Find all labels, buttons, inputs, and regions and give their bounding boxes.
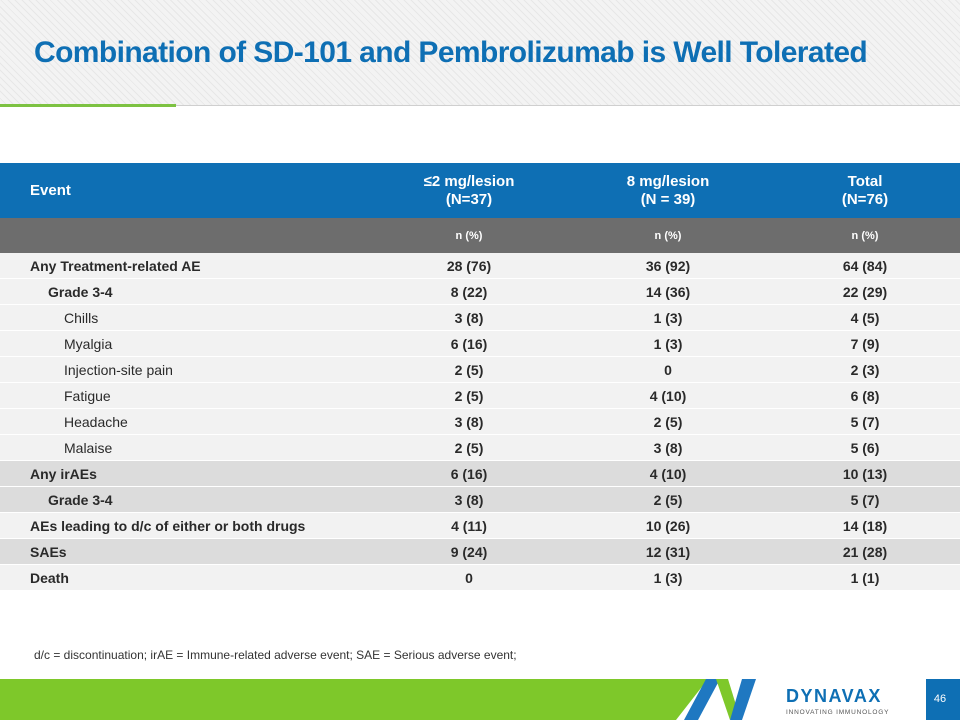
row-label: Grade 3-4 (0, 486, 372, 513)
row-label: Any irAEs (0, 460, 372, 487)
cell-value: 9 (24) (372, 538, 566, 565)
cell-value: 14 (18) (770, 512, 960, 539)
cell-value: 6 (8) (770, 382, 960, 409)
subheader-cell: n (%) (566, 218, 770, 253)
cell-value: 1 (3) (566, 330, 770, 357)
cell-value: 3 (8) (566, 434, 770, 461)
row-label: Malaise (0, 434, 372, 461)
cell-value: 64 (84) (770, 253, 960, 279)
cell-value: 6 (16) (372, 460, 566, 487)
cell-value: 5 (7) (770, 486, 960, 513)
cell-value: 22 (29) (770, 278, 960, 305)
table-row: Any irAEs 6 (16) 4 (10) 10 (13) (0, 460, 960, 487)
table-row: AEs leading to d/c of either or both dru… (0, 512, 960, 539)
column-header-total: Total (N=76) (770, 163, 960, 218)
row-label: SAEs (0, 538, 372, 565)
cell-value: 1 (1) (770, 564, 960, 591)
table-row: Myalgia 6 (16) 1 (3) 7 (9) (0, 330, 960, 357)
cell-value: 1 (3) (566, 564, 770, 591)
row-label: Chills (0, 304, 372, 331)
column-header-2mg: ≤2 mg/lesion (N=37) (372, 163, 566, 218)
table-row: Fatigue 2 (5) 4 (10) 6 (8) (0, 382, 960, 409)
title-divider-line (176, 105, 960, 106)
column-header-8mg: 8 mg/lesion (N = 39) (566, 163, 770, 218)
cell-value: 2 (5) (566, 408, 770, 435)
cell-value: 6 (16) (372, 330, 566, 357)
logo-wordmark: DYNAVAX (786, 686, 882, 706)
table-row: Headache 3 (8) 2 (5) 5 (7) (0, 408, 960, 435)
row-label: Myalgia (0, 330, 372, 357)
row-label: Death (0, 564, 372, 591)
cell-value: 12 (31) (566, 538, 770, 565)
cell-value: 2 (3) (770, 356, 960, 383)
cell-value: 7 (9) (770, 330, 960, 357)
slide-title: Combination of SD-101 and Pembrolizumab … (34, 36, 868, 69)
cell-value: 3 (8) (372, 408, 566, 435)
table-subheader-row: n (%) n (%) n (%) (0, 218, 960, 253)
row-label: AEs leading to d/c of either or both dru… (0, 512, 372, 539)
dynavax-logo: DYNAVAX INNOVATING IMMUNOLOGY (676, 679, 960, 720)
table-row: SAEs 9 (24) 12 (31) 21 (28) (0, 538, 960, 565)
cell-value: 0 (566, 356, 770, 383)
row-label: Headache (0, 408, 372, 435)
cell-value: 4 (10) (566, 460, 770, 487)
cell-value: 2 (5) (566, 486, 770, 513)
table-row: Any Treatment-related AE 28 (76) 36 (92)… (0, 253, 960, 279)
cell-value: 3 (8) (372, 486, 566, 513)
cell-value: 10 (13) (770, 460, 960, 487)
cell-value: 2 (5) (372, 382, 566, 409)
cell-value: 1 (3) (566, 304, 770, 331)
cell-value: 21 (28) (770, 538, 960, 565)
cell-value: 28 (76) (372, 253, 566, 279)
row-label: Fatigue (0, 382, 372, 409)
dynavax-av-mark-icon: DYNAVAX INNOVATING IMMUNOLOGY (676, 679, 960, 720)
cell-value: 5 (7) (770, 408, 960, 435)
subheader-cell (0, 218, 372, 253)
cell-value: 8 (22) (372, 278, 566, 305)
column-header-event: Event (0, 163, 372, 218)
cell-value: 0 (372, 564, 566, 591)
table-row: Injection-site pain 2 (5) 0 2 (3) (0, 356, 960, 383)
cell-value: 5 (6) (770, 434, 960, 461)
cell-value: 3 (8) (372, 304, 566, 331)
subheader-cell: n (%) (372, 218, 566, 253)
row-label: Injection-site pain (0, 356, 372, 383)
adverse-events-table: Event ≤2 mg/lesion (N=37) 8 mg/lesion (N… (0, 163, 960, 591)
cell-value: 4 (10) (566, 382, 770, 409)
table-row: Death 0 1 (3) 1 (1) (0, 564, 960, 591)
table-row: Grade 3-4 3 (8) 2 (5) 5 (7) (0, 486, 960, 513)
table-row: Chills 3 (8) 1 (3) 4 (5) (0, 304, 960, 331)
page-number: 46 (933, 693, 947, 705)
subheader-cell: n (%) (770, 218, 960, 253)
cell-value: 4 (5) (770, 304, 960, 331)
cell-value: 4 (11) (372, 512, 566, 539)
table-row: Malaise 2 (5) 3 (8) 5 (6) (0, 434, 960, 461)
cell-value: 2 (5) (372, 356, 566, 383)
cell-value: 14 (36) (566, 278, 770, 305)
cell-value: 10 (26) (566, 512, 770, 539)
title-band (0, 0, 960, 106)
footnote: d/c = discontinuation; irAE = Immune-rel… (34, 648, 517, 662)
table-header-row: Event ≤2 mg/lesion (N=37) 8 mg/lesion (N… (0, 163, 960, 218)
cell-value: 36 (92) (566, 253, 770, 279)
title-accent-line (0, 104, 176, 107)
logo-tagline: INNOVATING IMMUNOLOGY (786, 709, 889, 716)
cell-value: 2 (5) (372, 434, 566, 461)
table-row: Grade 3-4 8 (22) 14 (36) 22 (29) (0, 278, 960, 305)
row-label: Grade 3-4 (0, 278, 372, 305)
row-label: Any Treatment-related AE (0, 253, 372, 279)
